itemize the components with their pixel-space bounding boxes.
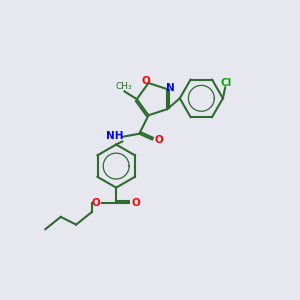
Text: Cl: Cl [220, 78, 232, 88]
Text: O: O [132, 198, 141, 208]
Text: O: O [141, 76, 150, 86]
Text: O: O [154, 135, 163, 145]
Text: O: O [92, 198, 100, 208]
Text: N: N [166, 82, 175, 93]
Text: CH₃: CH₃ [116, 82, 132, 91]
Text: NH: NH [106, 131, 123, 141]
